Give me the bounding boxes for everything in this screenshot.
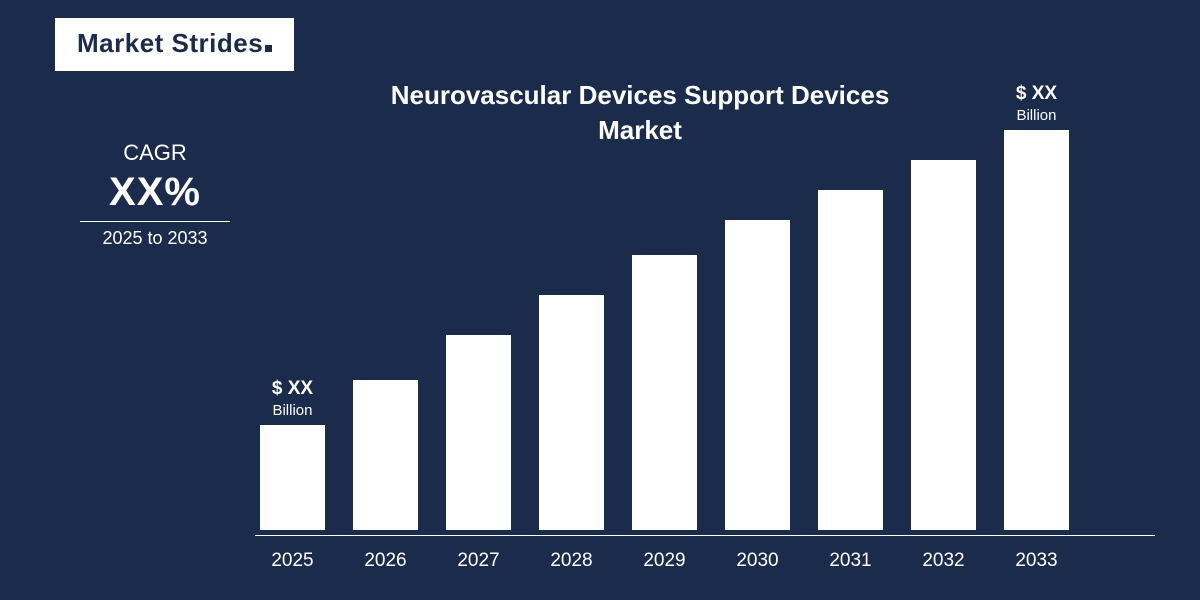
x-axis-label: 2025 [260,550,325,572]
brand-logo: Market Strides [55,18,294,71]
bar [1004,130,1069,530]
cagr-label: CAGR [70,140,240,166]
x-axis-label: 2033 [1004,550,1069,572]
bar [632,255,697,530]
bar [353,380,418,530]
x-axis-label: 2026 [353,550,418,572]
cagr-value: XX% [70,170,240,215]
bar-chart: $ XX Billion$ XX Billion [255,150,1155,530]
cagr-block: CAGR XX% 2025 to 2033 [70,140,240,249]
bar [539,295,604,530]
bar-wrap [725,220,790,530]
bar-wrap [632,255,697,530]
bar-value-callout: $ XX Billion [1016,83,1057,124]
bar-wrap [353,380,418,530]
callout-unit: Billion [272,402,313,419]
x-axis-label: 2029 [632,550,697,572]
bar-value-callout: $ XX Billion [272,378,313,419]
cagr-period: 2025 to 2033 [70,228,240,249]
x-axis-label: 2032 [911,550,976,572]
chart-title: Neurovascular Devices Support Devices Ma… [380,78,900,148]
brand-logo-dot [265,45,272,52]
bar [725,220,790,530]
bars-row: $ XX Billion$ XX Billion [255,150,1155,530]
bar-wrap [818,190,883,530]
bar-wrap: $ XX Billion [260,378,325,530]
bar-wrap: $ XX Billion [1004,83,1069,530]
bar [818,190,883,530]
x-axis-label: 2028 [539,550,604,572]
brand-logo-text: Market Strides [77,28,263,58]
bar [911,160,976,530]
bar [446,335,511,530]
x-axis-label: 2027 [446,550,511,572]
bar [260,425,325,530]
bar-wrap [446,335,511,530]
cagr-divider [80,221,230,222]
x-axis-label: 2030 [725,550,790,572]
bar-wrap [539,295,604,530]
callout-value: $ XX [1016,83,1057,105]
callout-unit: Billion [1016,107,1057,124]
x-axis-labels: 2025 2026 2027 2028 2029 2030 2031 2032 2033 [255,550,1155,572]
bar-wrap [911,160,976,530]
x-axis-label: 2031 [818,550,883,572]
x-axis-line [255,535,1155,536]
callout-value: $ XX [272,378,313,400]
